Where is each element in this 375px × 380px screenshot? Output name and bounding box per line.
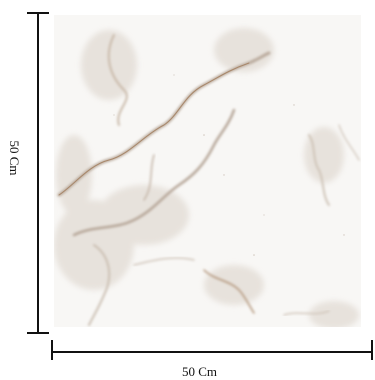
width-label: 50 Cm [182, 364, 218, 379]
height-label: 50 Cm [7, 140, 22, 176]
height-dimension-line [27, 12, 49, 334]
width-dimension-line [51, 340, 373, 360]
marble-tile-image [54, 15, 361, 327]
